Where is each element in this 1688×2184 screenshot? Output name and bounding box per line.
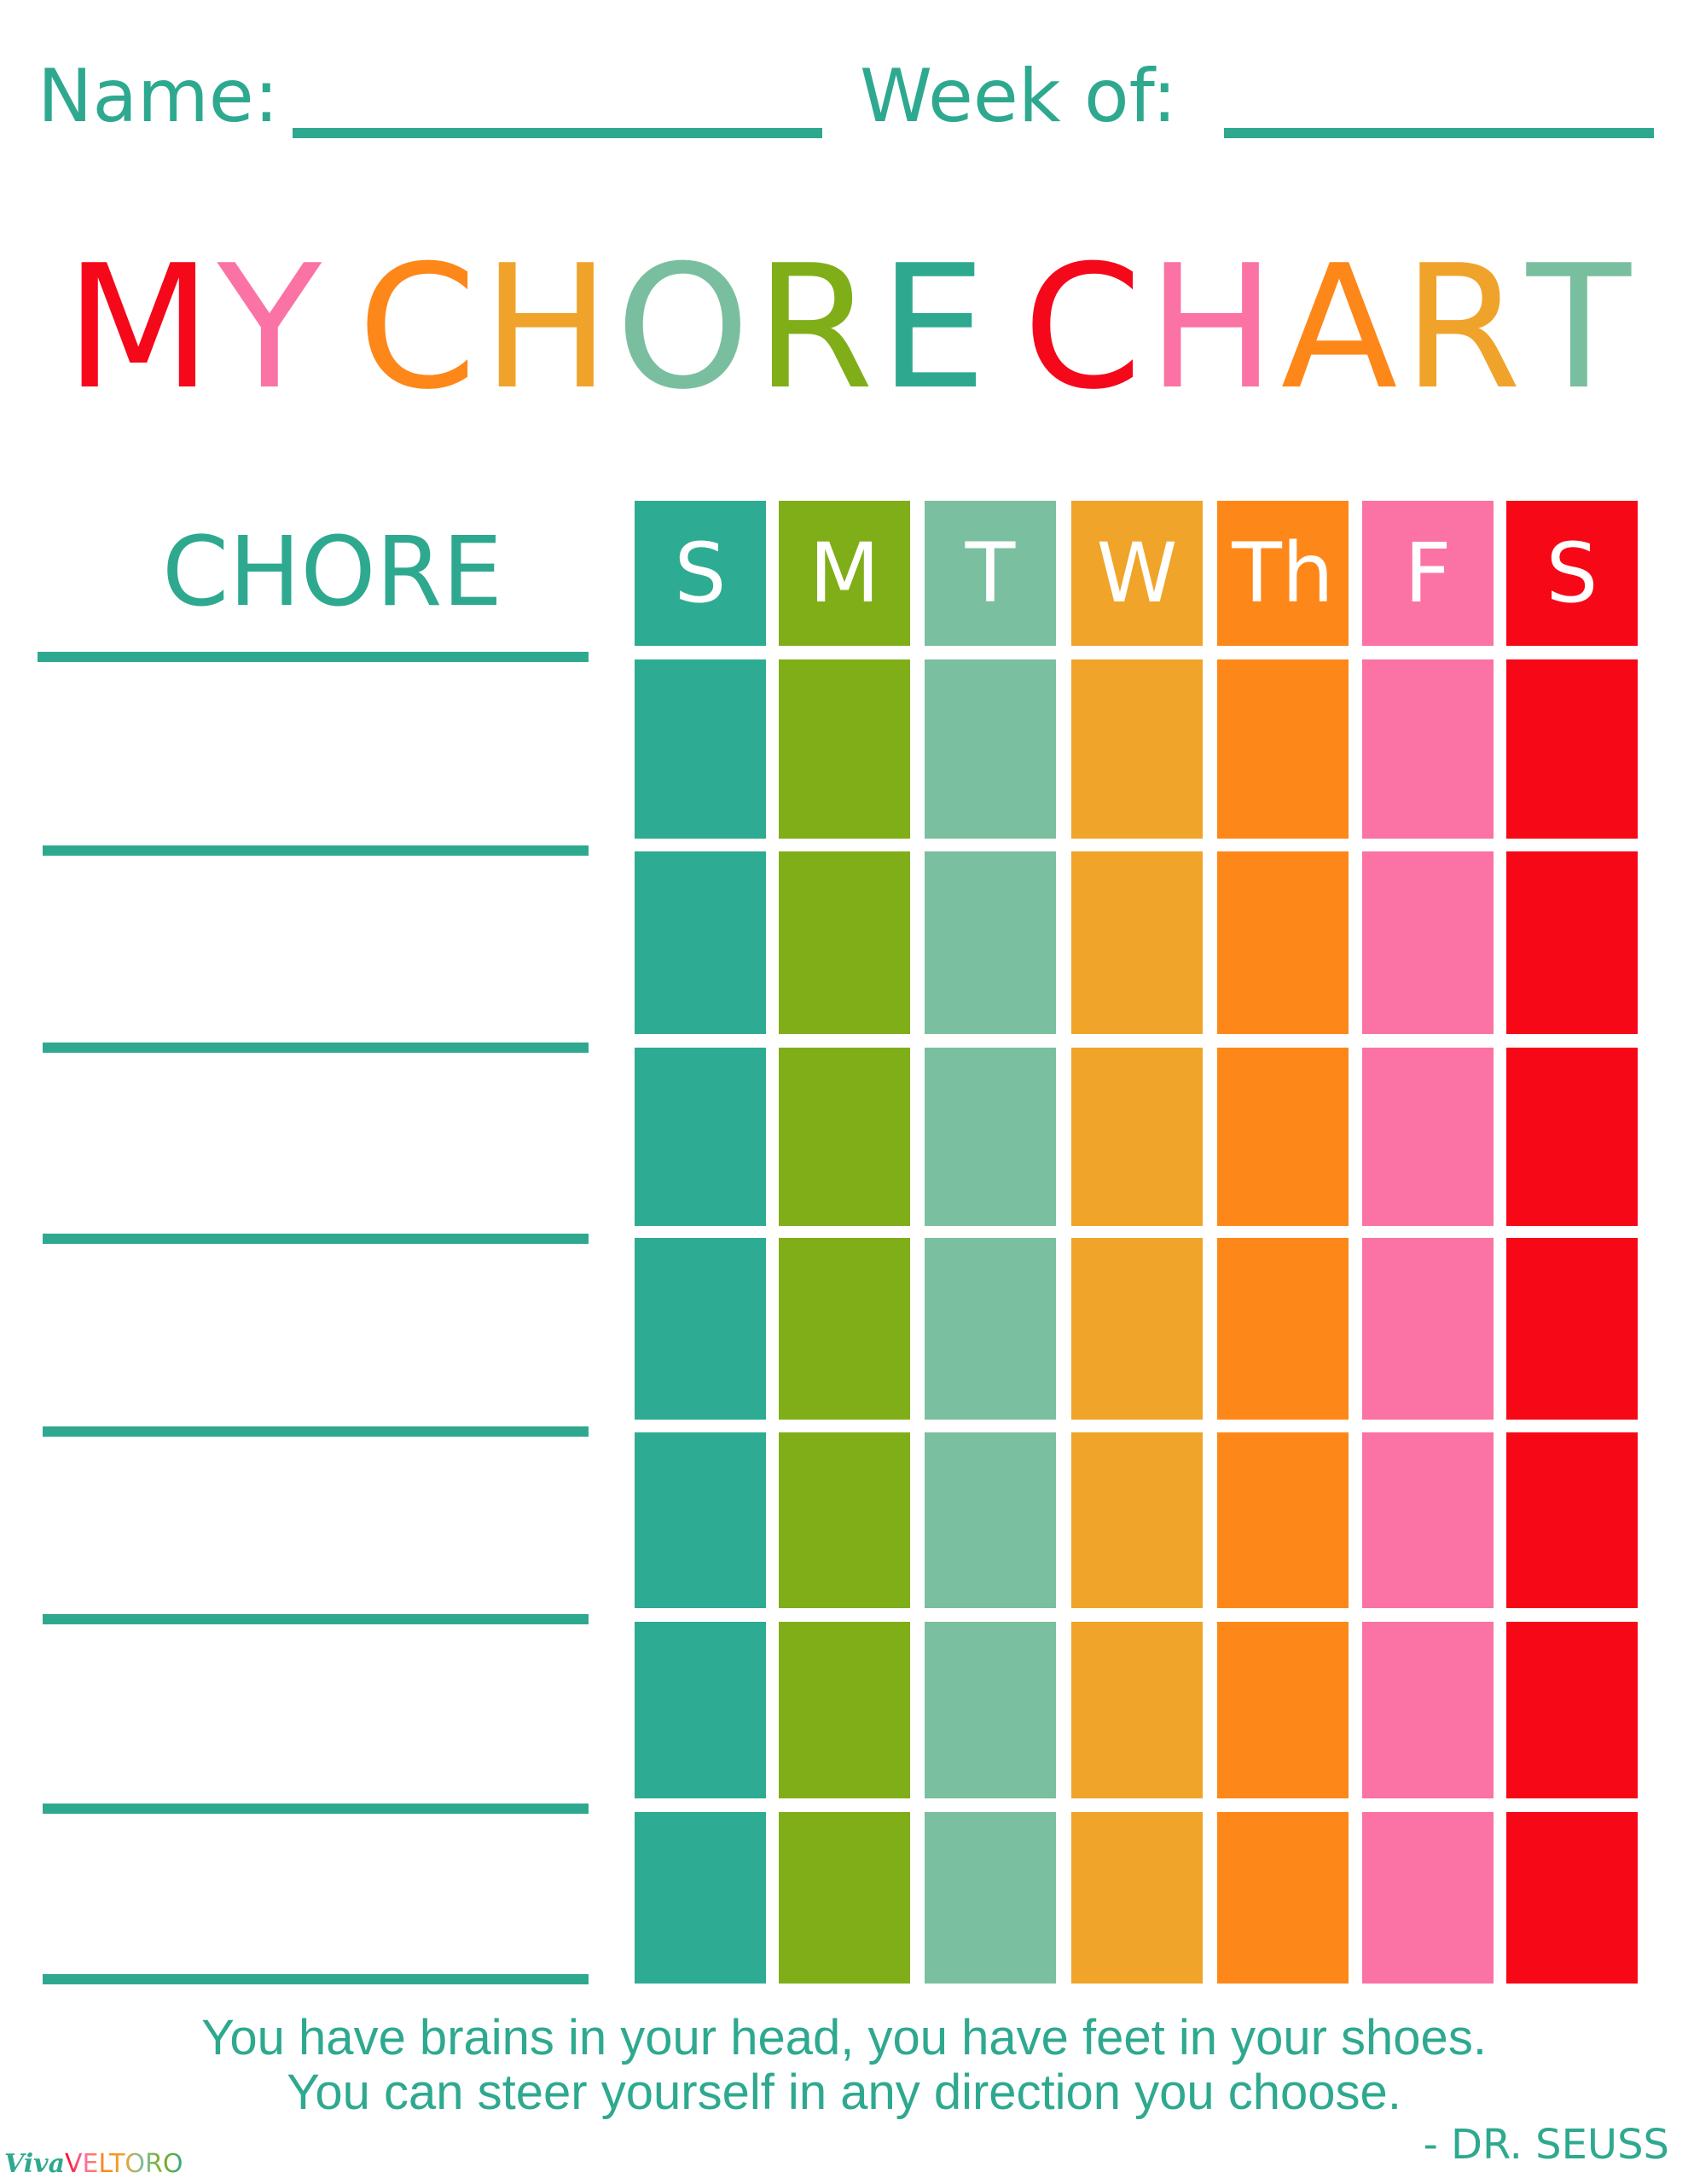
chore-cell[interactable]: [925, 1238, 1056, 1420]
chore-cell[interactable]: [1071, 1432, 1203, 1608]
chore-cell[interactable]: [1362, 1622, 1494, 1798]
chore-line[interactable]: [43, 845, 589, 856]
chore-cell[interactable]: [635, 1622, 766, 1798]
day-header: F: [1362, 501, 1494, 646]
chore-cell[interactable]: [1071, 1622, 1203, 1798]
logo-veltoro: VELTORO: [65, 2149, 183, 2179]
chore-cell[interactable]: [1217, 1048, 1349, 1226]
chore-line[interactable]: [43, 1974, 589, 1984]
title-letter: M: [65, 229, 212, 427]
chore-cell[interactable]: [779, 1812, 910, 1984]
chore-cell[interactable]: [925, 1812, 1056, 1984]
title-letter: [327, 243, 352, 414]
title-letter: C: [357, 229, 477, 427]
chore-line[interactable]: [43, 1614, 589, 1624]
logo: VivaVELTORO: [4, 2152, 183, 2177]
quote-line-2: You can steer yourself in any direction …: [287, 2065, 1401, 2120]
chore-cell[interactable]: [1217, 1432, 1349, 1608]
day-header: W: [1071, 501, 1203, 646]
week-label: Week of:: [860, 54, 1177, 139]
chore-cell[interactable]: [779, 851, 910, 1034]
chore-cell[interactable]: [779, 1048, 910, 1226]
day-header: T: [925, 501, 1056, 646]
chore-cell[interactable]: [1362, 851, 1494, 1034]
chore-cell[interactable]: [1071, 1812, 1203, 1984]
day-header: Th: [1217, 501, 1349, 646]
chore-cell[interactable]: [925, 1432, 1056, 1608]
chore-line[interactable]: [43, 1804, 589, 1814]
chore-cell[interactable]: [1506, 659, 1638, 839]
quote-line-1: You have brains in your head, you have f…: [201, 2010, 1487, 2065]
title-letter: T: [1526, 229, 1631, 427]
chore-cell[interactable]: [1506, 1238, 1638, 1420]
title-letter: R: [755, 229, 874, 427]
title-letter: H: [482, 229, 611, 427]
chore-cell[interactable]: [779, 1238, 910, 1420]
logo-viva: Viva: [4, 2149, 66, 2179]
day-header: S: [635, 501, 766, 646]
chore-cell[interactable]: [1071, 1238, 1203, 1420]
chore-cell[interactable]: [1362, 659, 1494, 839]
chore-header-underline: [38, 652, 589, 662]
chore-cell[interactable]: [1506, 1432, 1638, 1608]
name-field[interactable]: [293, 128, 822, 138]
chore-cell[interactable]: [925, 659, 1056, 839]
chore-cell[interactable]: [1217, 851, 1349, 1034]
chore-cell[interactable]: [1071, 659, 1203, 839]
chore-cell[interactable]: [1362, 1432, 1494, 1608]
title-letter: A: [1280, 229, 1398, 427]
chore-cell[interactable]: [1506, 1812, 1638, 1984]
chore-cell[interactable]: [779, 659, 910, 839]
chore-cell[interactable]: [1362, 1812, 1494, 1984]
chore-cell[interactable]: [1071, 851, 1203, 1034]
quote-attribution: - DR. SEUSS: [1423, 2121, 1669, 2169]
chore-cell[interactable]: [779, 1622, 910, 1798]
title-letter: R: [1402, 229, 1522, 427]
title-letter: O: [615, 229, 751, 427]
title-letter: [992, 243, 1018, 414]
chore-cell[interactable]: [1506, 851, 1638, 1034]
chore-cell[interactable]: [635, 1048, 766, 1226]
chore-cell[interactable]: [1071, 1048, 1203, 1226]
name-label: Name:: [38, 54, 279, 139]
chore-cell[interactable]: [1362, 1048, 1494, 1226]
chore-cell[interactable]: [1217, 1622, 1349, 1798]
day-header: M: [779, 501, 910, 646]
chore-cell[interactable]: [635, 1812, 766, 1984]
chore-cell[interactable]: [635, 1432, 766, 1608]
title-letter: E: [879, 229, 987, 427]
chore-cell[interactable]: [779, 1432, 910, 1608]
chore-cell[interactable]: [925, 1622, 1056, 1798]
chore-cell[interactable]: [635, 1238, 766, 1420]
week-field[interactable]: [1224, 128, 1654, 138]
chore-line[interactable]: [43, 1426, 589, 1437]
chore-cell[interactable]: [1217, 1238, 1349, 1420]
title-letter: Y: [217, 229, 322, 427]
chore-cell[interactable]: [925, 851, 1056, 1034]
chore-line[interactable]: [43, 1234, 589, 1244]
chore-cell[interactable]: [1217, 659, 1349, 839]
chore-cell[interactable]: [635, 659, 766, 839]
chore-cell[interactable]: [1217, 1812, 1349, 1984]
chore-line[interactable]: [43, 1043, 589, 1053]
day-header: S: [1506, 501, 1638, 646]
chore-cell[interactable]: [1362, 1238, 1494, 1420]
chore-header: CHORE: [162, 517, 503, 628]
title-letter: H: [1147, 229, 1276, 427]
title-letter: C: [1023, 229, 1142, 427]
chore-cell[interactable]: [1506, 1622, 1638, 1798]
chore-cell[interactable]: [925, 1048, 1056, 1226]
chore-cell[interactable]: [1506, 1048, 1638, 1226]
chore-cell[interactable]: [635, 851, 766, 1034]
